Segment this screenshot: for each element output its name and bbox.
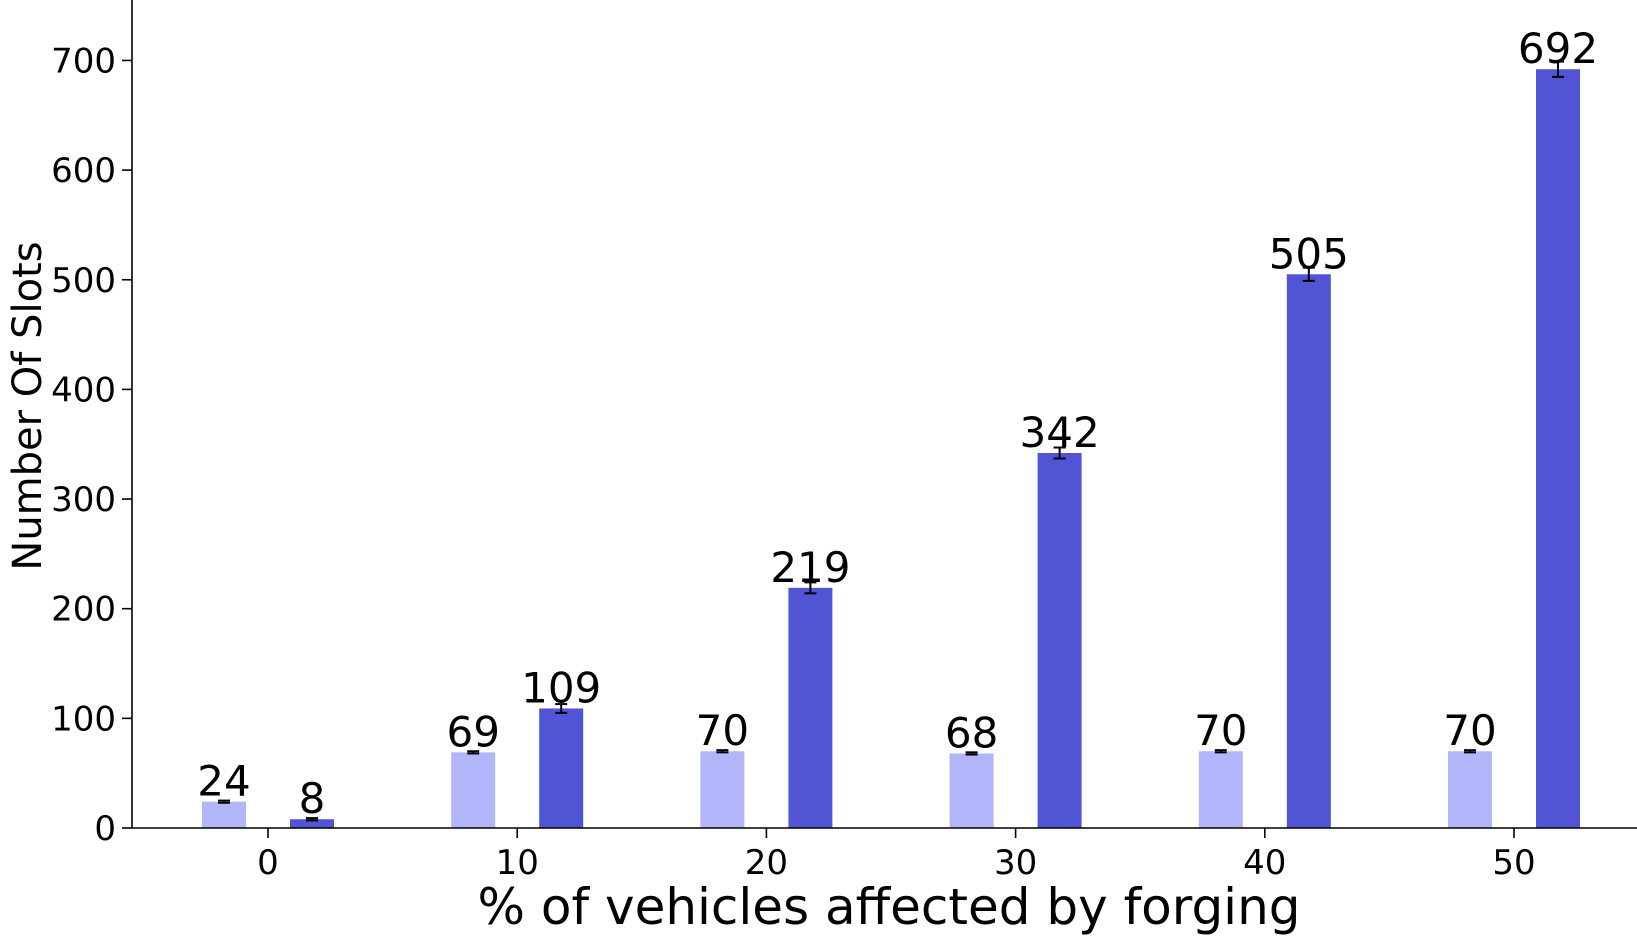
x-tick-label: 10 [496,843,539,883]
x-tick-label: 0 [257,843,279,883]
x-tick-label: 20 [745,843,788,883]
x-axis-title: % of vehicles affected by forging [478,878,1301,936]
data-label: 109 [521,663,601,712]
bar [1448,751,1492,828]
y-tick-label: 700 [51,41,116,81]
bar [1198,751,1243,828]
bar [1286,274,1331,829]
data-label: 8 [299,774,326,823]
y-axis-ticks: 0 100 200 300 400 500 600 700 [51,41,132,849]
x-tick-label: 40 [1243,843,1286,883]
bar [949,753,994,828]
data-label: 24 [197,757,250,806]
x-tick-label: 50 [1492,843,1535,883]
y-tick-label: 600 [51,151,116,191]
data-label: 505 [1269,229,1349,278]
y-tick-label: 500 [51,261,116,301]
data-label: 70 [1194,706,1247,755]
y-tick-label: 100 [51,699,116,739]
x-axis-ticks: 0 10 20 30 40 50 [257,828,1536,883]
y-axis-title: Number Of Slots [5,241,51,570]
bar [1037,452,1082,828]
data-label: 69 [446,707,499,756]
bar [451,752,496,828]
error-bars [218,60,1564,822]
data-label: 692 [1518,24,1598,73]
y-tick-label: 400 [51,370,116,410]
data-label: 342 [1020,408,1100,457]
y-tick-label: 0 [94,809,116,849]
data-label: 70 [696,706,749,755]
bar [290,819,334,828]
y-tick-label: 300 [51,480,116,520]
bar [788,587,833,828]
x-tick-label: 30 [994,843,1037,883]
data-label: 219 [770,543,850,592]
bar [700,751,745,828]
value-labels: 24 69 70 68 70 70 8 109 219 342 505 692 [197,24,1598,823]
data-label: 68 [945,708,998,757]
bar [202,801,246,828]
bars [202,69,1580,829]
y-tick-label: 200 [51,590,116,630]
bar [1536,69,1580,829]
bar [539,708,584,828]
data-label: 70 [1443,706,1496,755]
